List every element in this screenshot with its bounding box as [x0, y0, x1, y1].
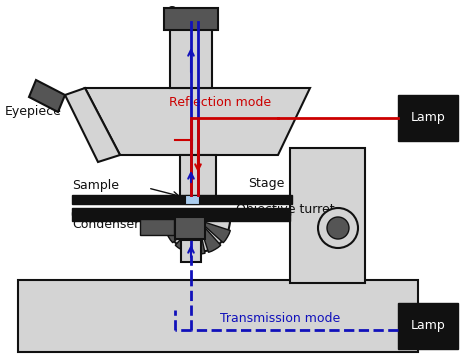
Wedge shape [191, 220, 205, 254]
Circle shape [318, 208, 358, 248]
Bar [175, 217, 205, 239]
Bar [398, 303, 458, 349]
Polygon shape [85, 88, 310, 155]
Bar [18, 280, 418, 352]
Text: Reflection mode: Reflection mode [169, 97, 271, 109]
Bar [181, 240, 201, 262]
Text: Condenser: Condenser [72, 217, 139, 230]
Bar [72, 212, 290, 221]
Text: Stage: Stage [248, 177, 284, 190]
Polygon shape [65, 88, 120, 162]
Text: Objective turret: Objective turret [236, 204, 335, 217]
Text: Camera: Camera [166, 5, 216, 18]
Bar [180, 155, 216, 203]
Wedge shape [198, 220, 230, 243]
Bar [170, 22, 212, 88]
Wedge shape [175, 220, 198, 252]
Bar [164, 8, 218, 30]
Bar [185, 195, 199, 204]
Bar [398, 95, 458, 141]
Wedge shape [198, 220, 221, 252]
Text: Lamp: Lamp [410, 320, 446, 332]
Wedge shape [166, 220, 198, 243]
Wedge shape [166, 220, 230, 252]
Text: Eyepiece: Eyepiece [5, 105, 62, 119]
Text: Transmission mode: Transmission mode [220, 312, 340, 325]
Text: Sample: Sample [72, 178, 119, 192]
Bar [72, 195, 292, 204]
Bar [140, 219, 174, 235]
Polygon shape [29, 80, 65, 112]
Text: Lamp: Lamp [410, 112, 446, 125]
Circle shape [327, 217, 349, 239]
Bar [290, 148, 365, 283]
Bar [72, 208, 290, 215]
